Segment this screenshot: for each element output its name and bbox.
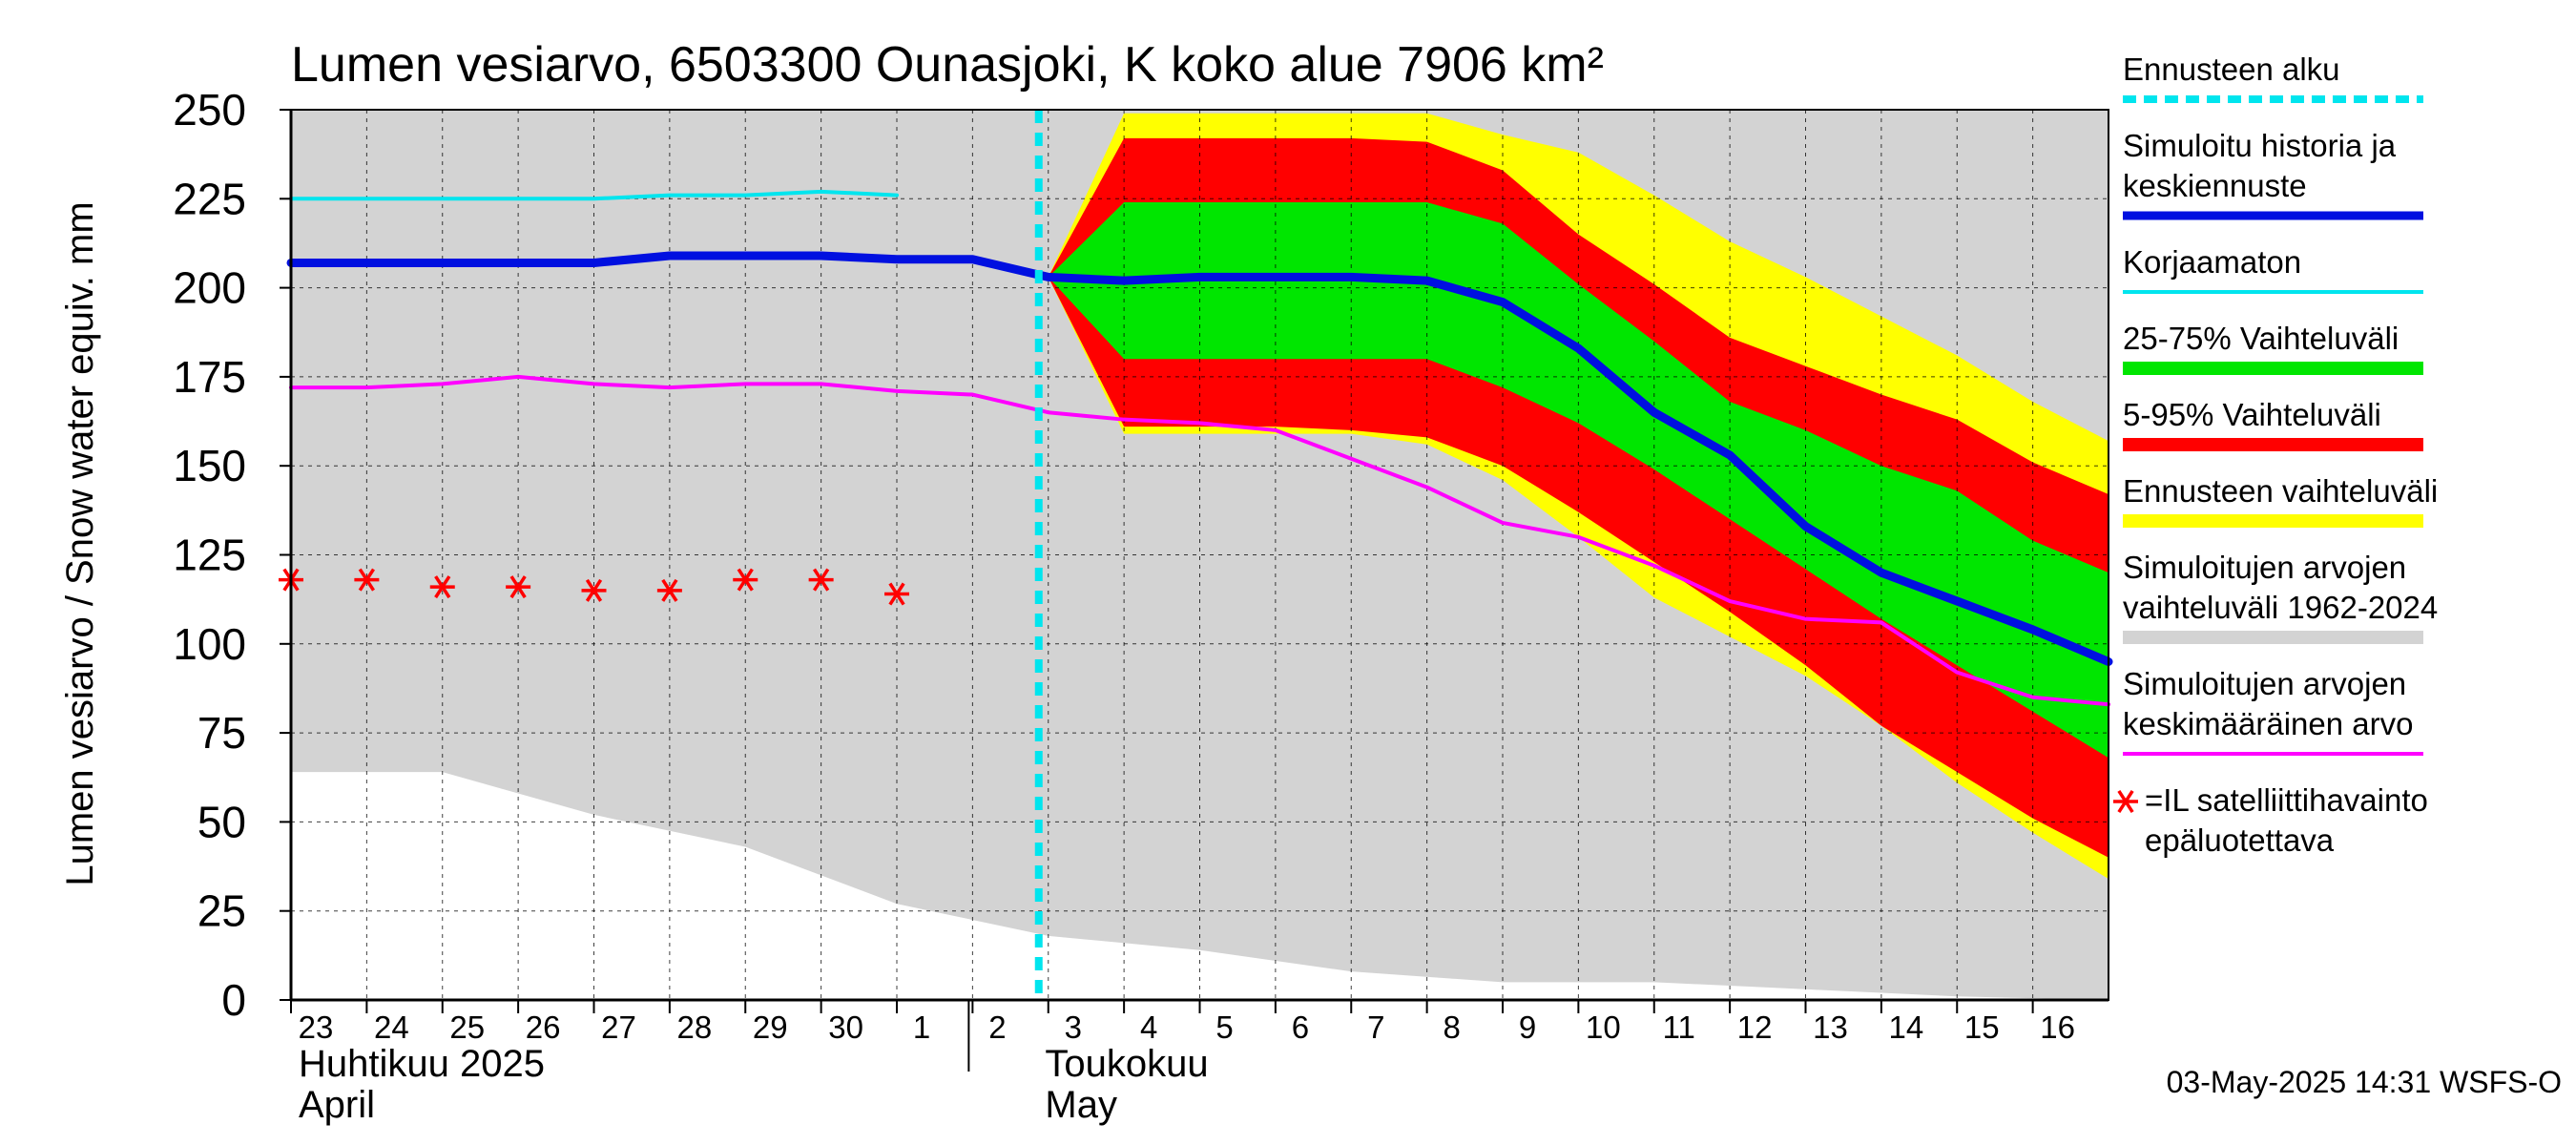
y-tick-label: 100 — [173, 619, 246, 669]
legend-label: Ennusteen vaihteluväli — [2123, 473, 2438, 509]
legend-label: Simuloitujen arvojen — [2123, 550, 2406, 585]
satellite-marker — [884, 582, 909, 606]
legend-label: Simuloitu historia ja — [2123, 128, 2397, 163]
uncorrected-line — [289, 189, 899, 201]
x-day-label: 24 — [374, 1010, 409, 1045]
y-tick-label: 25 — [197, 886, 246, 936]
legend-label: vaihteluväli 1962-2024 — [2123, 590, 2438, 625]
x-day-label: 25 — [449, 1010, 485, 1045]
x-day-label: 4 — [1140, 1010, 1157, 1045]
mean-historical-line — [289, 374, 2110, 707]
x-day-label: 28 — [677, 1010, 713, 1045]
satellite-marker — [581, 578, 607, 602]
legend-label: Ennusteen alku — [2123, 52, 2340, 87]
month-label-en: May — [1045, 1084, 1117, 1126]
satellite-marker — [429, 575, 455, 599]
satellite-marker — [656, 578, 682, 602]
y-tick-label: 50 — [197, 797, 246, 846]
y-tick-label: 125 — [173, 531, 246, 580]
satellite-marker — [354, 568, 380, 592]
satellite-marker — [808, 568, 834, 592]
x-day-label: 8 — [1443, 1010, 1460, 1045]
x-day-label: 29 — [753, 1010, 788, 1045]
legend-item-satellite: =IL satelliittihavainto epäluotettava — [2113, 782, 2428, 858]
x-day-label: 11 — [1663, 1010, 1695, 1045]
chart-title: Lumen vesiarvo, 6503300 Ounasjoki, K kok… — [291, 37, 1604, 93]
satellite-marker — [733, 568, 758, 592]
y-tick-label: 0 — [221, 975, 246, 1025]
x-day-label: 6 — [1292, 1010, 1309, 1045]
legend-item-p5-95: 5-95% Vaihteluväli — [2123, 397, 2423, 451]
month-label-fi: Toukokuu — [1045, 1043, 1208, 1085]
x-day-label: 2 — [988, 1010, 1006, 1045]
y-tick-label: 150 — [173, 441, 246, 490]
x-day-label: 12 — [1737, 1010, 1773, 1045]
legend-item-p25-75: 25-75% Vaihteluväli — [2123, 321, 2423, 375]
legend-label: epäluotettava — [2145, 822, 2335, 858]
x-day-label: 14 — [1889, 1010, 1924, 1045]
x-day-label: 5 — [1215, 1010, 1233, 1045]
x-day-label: 10 — [1586, 1010, 1621, 1045]
legend-label: keskimääräinen arvo — [2123, 706, 2413, 741]
simulated-mean-line — [286, 251, 2113, 666]
y-axis-label: Lumen vesiarvo / Snow water equiv. mm — [59, 201, 101, 885]
x-day-label: 3 — [1065, 1010, 1082, 1045]
y-tick-label: 175 — [173, 352, 246, 402]
p25-75-band — [1048, 202, 2109, 759]
y-tick-label: 225 — [173, 174, 246, 223]
y-tick-label: 75 — [197, 708, 246, 758]
month-label-fi: Huhtikuu 2025 — [299, 1043, 545, 1085]
satellite-marker — [506, 575, 531, 599]
legend-item-uncorrected: Korjaamaton — [2123, 244, 2423, 294]
legend-item-mean-historical: Simuloitujen arvojen keskimääräinen arvo — [2123, 666, 2423, 756]
legend-label: Simuloitujen arvojen — [2123, 666, 2406, 701]
x-day-label: 1 — [913, 1010, 930, 1045]
legend: Ennusteen alku Simuloitu historia ja keski… — [2113, 52, 2438, 858]
x-day-label: 16 — [2040, 1010, 2075, 1045]
x-day-label: 26 — [526, 1010, 561, 1045]
y-tick-label: 250 — [173, 85, 246, 135]
x-day-label: 13 — [1813, 1010, 1848, 1045]
legend-label: keskiennuste — [2123, 168, 2307, 203]
legend-label: 25-75% Vaihteluväli — [2123, 321, 2399, 356]
x-day-label: 9 — [1519, 1010, 1536, 1045]
legend-item-historical-range: Simuloitujen arvojen vaihteluväli 1962-20… — [2123, 550, 2438, 644]
x-day-label: 27 — [601, 1010, 636, 1045]
legend-label: Korjaamaton — [2123, 244, 2301, 280]
legend-item-simulated: Simuloitu historia ja keskiennuste — [2123, 128, 2423, 220]
timestamp-footer: 03-May-2025 14:31 WSFS-O — [2167, 1065, 2562, 1099]
y-tick-label: 200 — [173, 263, 246, 313]
legend-label: =IL satelliittihavainto — [2145, 782, 2428, 818]
legend-item-forecast-range: Ennusteen vaihteluväli — [2123, 473, 2438, 528]
month-label-en: April — [299, 1084, 375, 1126]
x-day-label: 7 — [1367, 1010, 1384, 1045]
x-day-label: 15 — [1964, 1010, 2000, 1045]
legend-item-forecast-start: Ennusteen alku — [2123, 52, 2423, 103]
legend-label: 5-95% Vaihteluväli — [2123, 397, 2381, 432]
x-day-label: 30 — [828, 1010, 863, 1045]
x-day-label: 23 — [299, 1010, 334, 1045]
legend-symbol-star — [2113, 789, 2138, 814]
